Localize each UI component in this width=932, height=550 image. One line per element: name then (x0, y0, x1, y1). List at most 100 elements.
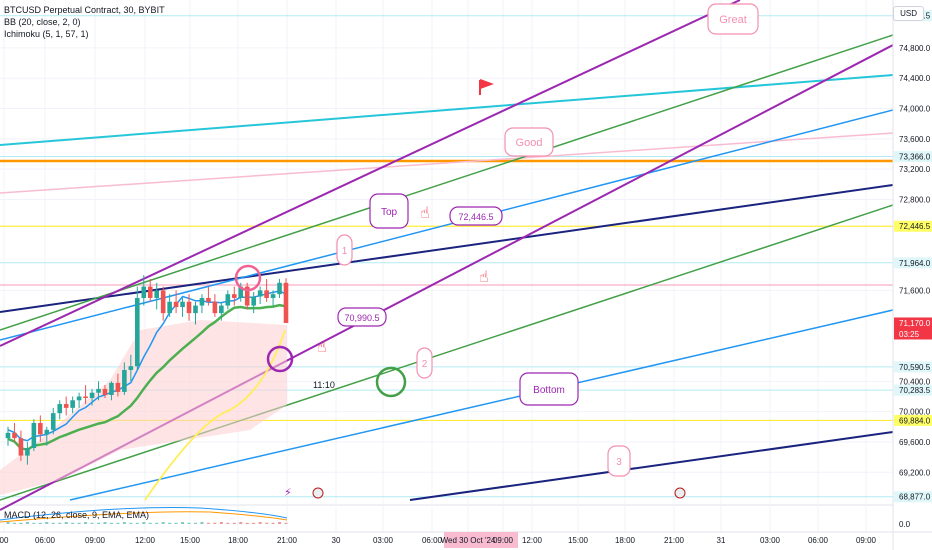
trendlines (0, 0, 894, 511)
candle-body (109, 382, 114, 395)
candle-body (122, 369, 127, 392)
flag-icon (479, 79, 494, 95)
candle-body (76, 396, 82, 401)
price-marker-box (894, 220, 932, 232)
good-badge: Good (504, 127, 554, 157)
top-price-badge: 72,446.5 (449, 206, 503, 226)
candle-body (167, 301, 172, 314)
x-tick-label: 12:00 (522, 536, 543, 545)
ichimoku-cloud (0, 320, 287, 495)
macd-pane (0, 507, 288, 524)
macd-bar (12, 522, 16, 524)
macd-bar (38, 522, 42, 524)
macd-bar (122, 522, 126, 524)
ichimoku-line (7, 303, 287, 452)
price-marker-label: 71,964.0 (899, 259, 931, 268)
candle-body (31, 423, 37, 449)
macd-bar (161, 522, 165, 524)
macd-bar (265, 522, 269, 524)
macd-line (0, 507, 288, 521)
event-lightning-icon: ⚡ (284, 486, 292, 499)
wave-two-badge-text: 2 (422, 359, 428, 370)
us-flag-icon (674, 487, 686, 499)
x-tick-label: 15:00 (180, 536, 201, 545)
candle-body (128, 366, 134, 370)
price-marker-label: 70,283.5 (899, 386, 931, 395)
macd-bar (271, 522, 275, 524)
wave-two-badge: 2 (416, 347, 433, 379)
candle-body (89, 392, 95, 398)
price-marker-box (894, 151, 932, 163)
candle-body (63, 404, 69, 408)
x-tick-label: 03:00 (373, 536, 394, 545)
great-badge-box (707, 3, 759, 35)
candle-body (44, 429, 50, 435)
price-marker-label: 70,590.5 (899, 363, 931, 372)
x-tick-label: Wed 30 Oct '24 (441, 536, 496, 545)
macd-bar (174, 522, 178, 524)
candle-body (96, 388, 101, 393)
candle-body (264, 290, 269, 298)
y-tick-label: 73,200.0 (899, 165, 931, 174)
macd-bar (219, 522, 223, 524)
bb-legend[interactable]: BB (20, close, 2, 0) (4, 17, 81, 27)
x-tick-label: 06:00 (35, 536, 56, 545)
macd-zero-label: 0.0 (899, 520, 911, 529)
good-badge-text: Good (516, 137, 543, 149)
price-axis[interactable]: 74,800.0 74,400.0 74,000.0 73,600.0 73,200.0… (892, 0, 932, 550)
price-marker-box (894, 257, 932, 269)
y-tick-label: 74,400.0 (899, 74, 931, 83)
bottom-badge-box (519, 372, 579, 406)
macd-bar (142, 522, 146, 524)
wave-two-badge-box (416, 347, 433, 379)
macd-bar (84, 522, 88, 524)
price-marker-box (894, 361, 932, 373)
price-marker-label: 68,877.0 (899, 493, 931, 502)
macd-bar (200, 522, 204, 524)
macd-bar (32, 522, 36, 524)
chart-grid (0, 0, 893, 532)
price-marker-box (894, 317, 932, 340)
navy-trendline-lower (409, 431, 894, 501)
wave-one-badge: 1 (336, 234, 353, 266)
candle-body (115, 382, 121, 392)
symbol-legend[interactable]: BTCUSD Perpetual Contract, 30, BYBIT (4, 5, 165, 15)
price-marker-box (894, 414, 932, 426)
macd-bar (58, 522, 62, 524)
candle-body (206, 297, 211, 302)
x-tick-label: 09:00 (856, 536, 877, 545)
bar-countdown: 03:25 (899, 330, 920, 339)
top-badge: Top (369, 193, 409, 229)
macd-bar (252, 522, 256, 524)
macd-bar (45, 522, 49, 524)
y-tick-label: 74,000.0 (899, 105, 931, 114)
macd-bar (25, 522, 29, 524)
macd-bar (77, 522, 81, 524)
candle-body (25, 448, 30, 456)
macd-bar (193, 522, 197, 524)
candle-body (154, 290, 159, 298)
candle-body (70, 400, 75, 408)
y-tick-label: 70,400.0 (899, 377, 931, 386)
entry-price-badge: 70,990.5 (337, 307, 387, 327)
price-marker-label: 71,170.0 (899, 319, 931, 328)
macd-legend[interactable]: MACD (12, 26, close, 9, EMA, EMA) (4, 510, 150, 520)
price-marker-label: 73,366.0 (899, 153, 931, 162)
drawing-annotations[interactable]: Great Good Top 72,446.5 1 70,990.5 2 Bottom 3 11:… (234, 3, 759, 499)
macd-bar (187, 522, 191, 524)
candle-body (57, 404, 63, 414)
top-badge-text: Top (381, 207, 398, 218)
currency-button[interactable]: USD (893, 6, 924, 21)
candle-body (231, 294, 237, 298)
candle-body (38, 423, 43, 435)
macd-bar (64, 522, 68, 524)
macd-bar (51, 522, 55, 524)
macd-bar (232, 522, 236, 524)
hand-pointer-icon: ☝ (420, 203, 430, 222)
candle-body (135, 297, 140, 367)
ichimoku-legend[interactable]: Ichimoku (5, 1, 57, 1) (4, 29, 89, 39)
time-axis[interactable]: 00 06:00 09:00 12:00 15:00 18:00 21:00 30 03:00 0… (0, 531, 932, 548)
green-trendline-upper (0, 34, 894, 331)
wave-three-badge-text: 3 (616, 457, 622, 468)
